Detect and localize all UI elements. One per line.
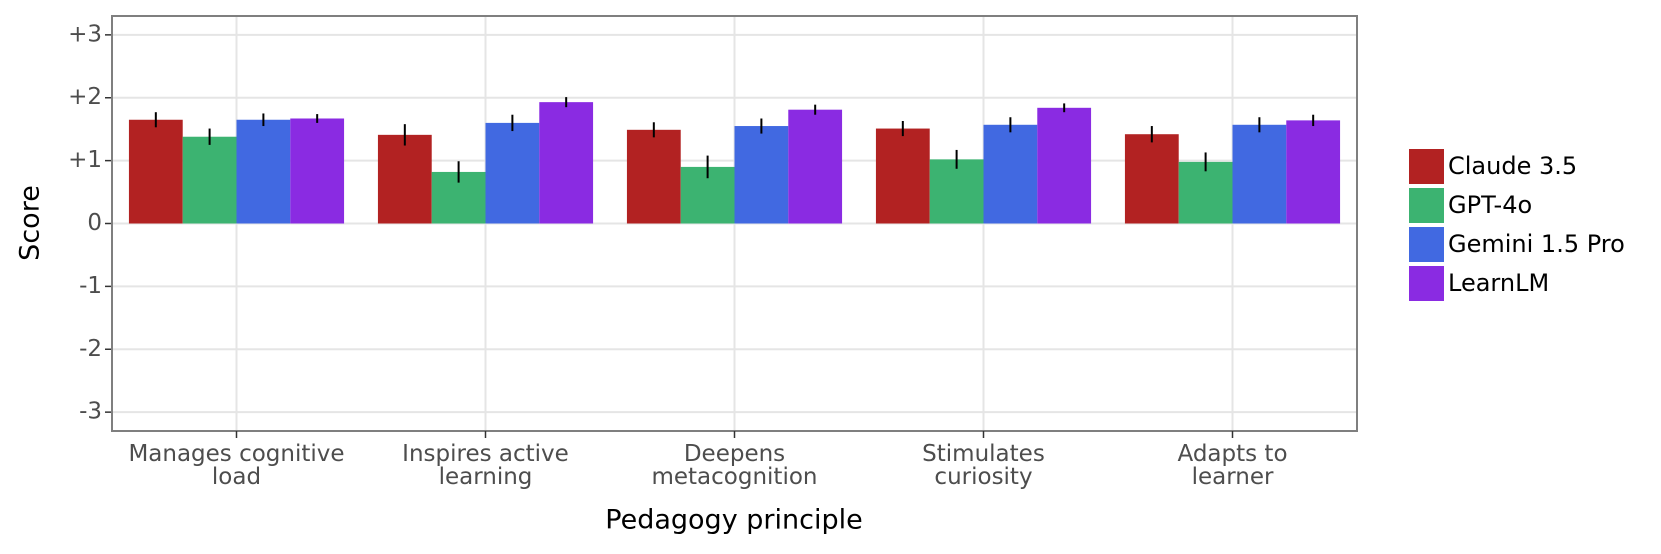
y-tick-label: +2 [68,84,102,110]
x-axis-title: Pedagogy principle [605,505,862,536]
y-tick-label: -2 [79,336,102,362]
bar [1037,107,1092,224]
bar [128,119,183,224]
y-tick-label: +3 [68,21,102,47]
bar [875,128,930,224]
x-tick-label: Inspires active learning [402,441,569,490]
legend-label: LearnLM [1448,269,1549,297]
legend-swatch [1409,149,1444,184]
y-tick-label: -3 [79,399,102,425]
bar [182,136,237,224]
bar [290,118,345,224]
bar [1178,161,1233,224]
bar [626,129,681,224]
y-tick-label: -1 [79,273,102,299]
legend-label: Claude 3.5 [1448,152,1577,180]
bar [236,119,291,224]
legend-label: GPT-4o [1448,191,1532,219]
bar [788,109,843,224]
legend-label: Gemini 1.5 Pro [1448,230,1625,258]
y-axis-title: Score [15,185,46,261]
bar [1232,124,1287,224]
x-tick-label: Stimulates curiosity [922,441,1045,490]
bar [929,159,984,224]
bar [1124,134,1179,224]
x-tick-label: Deepens metacognition [651,441,818,490]
bar [539,102,594,224]
bar [734,126,789,224]
legend-swatch [1409,227,1444,262]
bar [485,122,540,224]
x-tick-label: Adapts to learner [1177,441,1288,490]
bar [1286,120,1341,224]
legend-swatch [1409,188,1444,223]
y-tick-label: 0 [87,210,102,236]
bar [983,124,1038,224]
y-tick-label: +1 [68,147,102,173]
x-tick-label: Manages cognitive load [128,441,345,490]
legend-swatch [1409,266,1444,301]
bar [377,134,432,224]
